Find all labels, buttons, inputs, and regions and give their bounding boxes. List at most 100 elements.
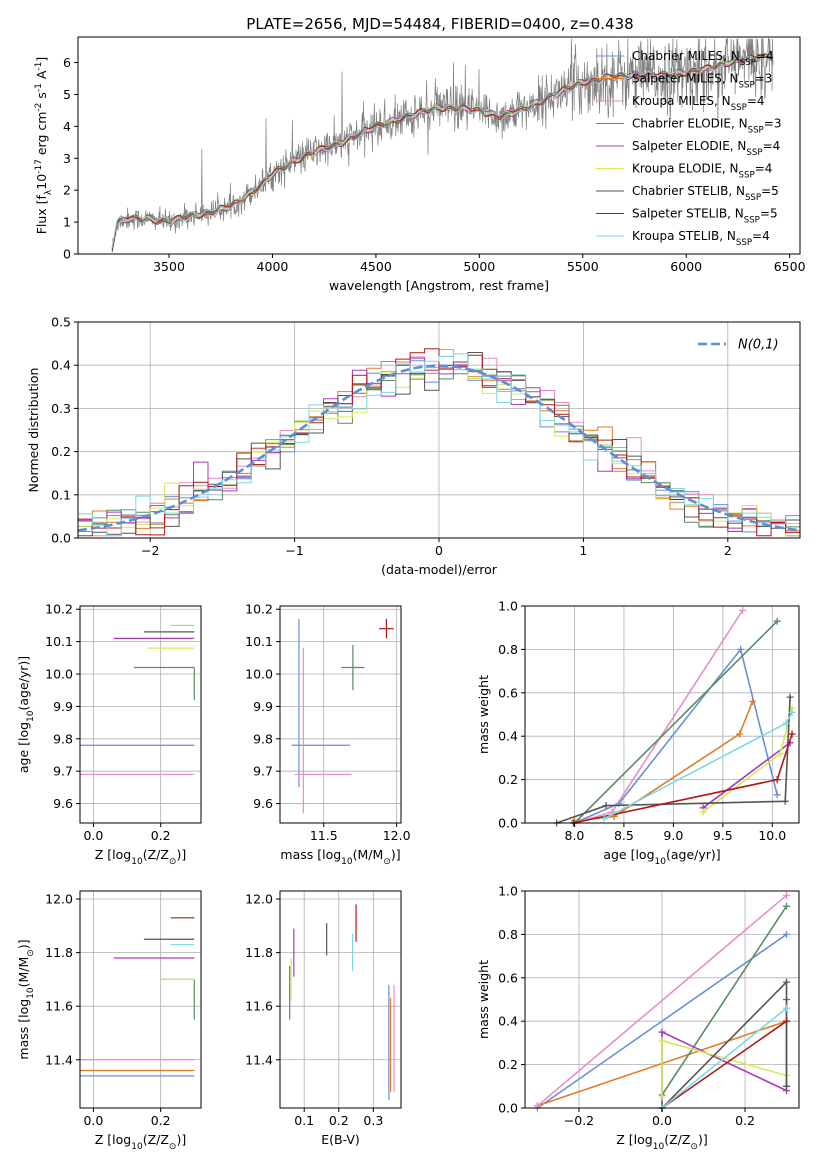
subscript: λ <box>44 189 54 195</box>
y-tick-label: 3 <box>63 151 71 166</box>
y-tick-label: 0.3 <box>51 401 71 416</box>
text-run: Kroupa ELODIE, N <box>632 162 739 176</box>
axes-frame <box>279 605 402 824</box>
series-marker <box>783 891 791 899</box>
text-run: Chabrier MILES, N <box>632 49 740 63</box>
series-marker <box>783 902 791 910</box>
legend-label: Salpeter STELIB, NSSP=5 <box>632 207 778 226</box>
text-run: )] <box>176 847 186 862</box>
subscript: ⊙ <box>169 857 177 867</box>
series-line <box>574 609 744 824</box>
series-marker <box>788 730 796 738</box>
text-run: mass weight <box>476 675 491 754</box>
subscript: 10 <box>655 857 667 867</box>
x-axis-label: Z [log10(Z/Z⊙)] <box>95 847 186 867</box>
text-run: Kroupa STELIB, N <box>632 229 736 243</box>
histogram-step <box>77 348 800 538</box>
y-axis-label: age [log10(age/yr)] <box>16 656 36 773</box>
text-run: (age/yr)] <box>666 847 721 862</box>
superscript: -17 <box>34 159 44 174</box>
y-tick-label: 1.0 <box>498 884 518 899</box>
y-tick-label: 10.0 <box>245 667 273 682</box>
spectrum-model-line <box>111 52 773 253</box>
x-tick-label: 9.5 <box>713 828 733 843</box>
subscript: SSP <box>739 81 755 91</box>
x-tick-label: 0.0 <box>83 1113 103 1128</box>
x-axis-label: wavelength [Angstrom, rest frame] <box>329 278 549 293</box>
series-marker <box>773 791 781 799</box>
text-run: =3 <box>764 117 782 131</box>
series-marker <box>773 776 781 784</box>
subscript: SSP <box>731 103 747 113</box>
y-tick-label: 4 <box>63 119 71 134</box>
text-run: mass weight <box>476 960 491 1039</box>
y-tick-label: 9.9 <box>53 699 73 714</box>
y-tick-label: 11.4 <box>245 1052 273 1067</box>
superscript: -2 <box>34 103 44 112</box>
x-tick-label: 5000 <box>463 259 495 274</box>
spectrum-model-line <box>111 53 773 251</box>
legend-label: Chabrier STELIB, NSSP=5 <box>632 184 779 203</box>
text-run: =4 <box>756 49 774 63</box>
text-run: Kroupa MILES, N <box>632 94 731 108</box>
y-tick-label: 0.1 <box>51 487 71 502</box>
y-tick-label: 11.6 <box>245 999 273 1014</box>
subscript: 10 <box>341 857 353 867</box>
series-marker <box>737 645 745 653</box>
legend-label: Kroupa ELODIE, NSSP=4 <box>632 162 772 181</box>
x-axis-label: age [log10(age/yr)] <box>603 847 720 867</box>
series-line <box>573 620 778 824</box>
y-axis-label: Normed distribution <box>26 368 41 493</box>
legend-label: Chabrier ELODIE, NSSP=3 <box>632 117 781 136</box>
text-run: Z [log <box>616 1132 652 1147</box>
text-run: Salpeter MILES, N <box>632 72 739 86</box>
text-run: =4 <box>755 162 773 176</box>
subscript: 10 <box>26 987 36 999</box>
text-run: (Z/Z <box>664 1132 690 1147</box>
subscript: SSP <box>748 126 764 136</box>
y-tick-label: 9.6 <box>53 796 73 811</box>
y-tick-label: 0.0 <box>498 816 518 831</box>
x-axis-label: Z [log10(Z/Z⊙)] <box>95 1132 186 1152</box>
x-axis-label: E(B-V) <box>321 1132 360 1147</box>
text-run: mass [log <box>16 999 31 1060</box>
y-tick-label: 10.1 <box>245 634 273 649</box>
y-tick-label: 9.9 <box>253 699 273 714</box>
x-tick-label: 0.3 <box>363 1113 383 1128</box>
y-tick-label: 0.8 <box>498 927 518 942</box>
text-run: 10 <box>34 174 49 190</box>
text-run: Salpeter STELIB, N <box>632 207 744 221</box>
axes-frame <box>279 890 402 1109</box>
y-tick-label: 1 <box>63 215 71 230</box>
x-tick-label: 0.0 <box>83 828 103 843</box>
y-tick-label: 0.6 <box>498 970 518 985</box>
x-tick-label: 5500 <box>567 259 599 274</box>
text-run: (M/M <box>353 847 384 862</box>
text-run: Z [log <box>95 847 131 862</box>
x-tick-label: 3500 <box>153 259 185 274</box>
axes-layer: 3500 4000 4500 5000 5500 6000 6500 0 1 2 3 4 5 6 wavel… <box>16 36 806 1152</box>
y-tick-label: 10.0 <box>45 667 73 682</box>
y-tick-label: 2 <box>63 183 71 198</box>
y-axis-label: Flux [fλ10-17 erg cm-2 s-1 A-1] <box>34 57 54 235</box>
text-run: age [log <box>16 722 31 773</box>
spectrum-model-line <box>111 55 773 249</box>
text-run: Flux [f <box>34 194 49 234</box>
y-tick-label: 0.2 <box>51 444 71 459</box>
y-tick-label: 12.0 <box>45 892 73 907</box>
text-run: )] <box>391 847 401 862</box>
series-marker <box>783 1082 791 1090</box>
series-marker <box>776 750 784 758</box>
y-tick-label: 9.8 <box>253 731 273 746</box>
y-tick-label: 10.1 <box>45 634 73 649</box>
series-marker <box>783 1004 791 1012</box>
y-tick-label: 0 <box>63 247 71 262</box>
y-axis-label: mass [log10(M/M⊙)] <box>16 939 36 1059</box>
text-run: s <box>34 92 49 103</box>
spectrum-data-line <box>111 38 774 251</box>
subscript: ⊙ <box>383 857 391 867</box>
y-tick-label: 11.6 <box>45 999 73 1014</box>
axes-frame <box>79 890 202 1109</box>
series-marker <box>600 815 608 823</box>
y-tick-label: 0.4 <box>498 729 518 744</box>
